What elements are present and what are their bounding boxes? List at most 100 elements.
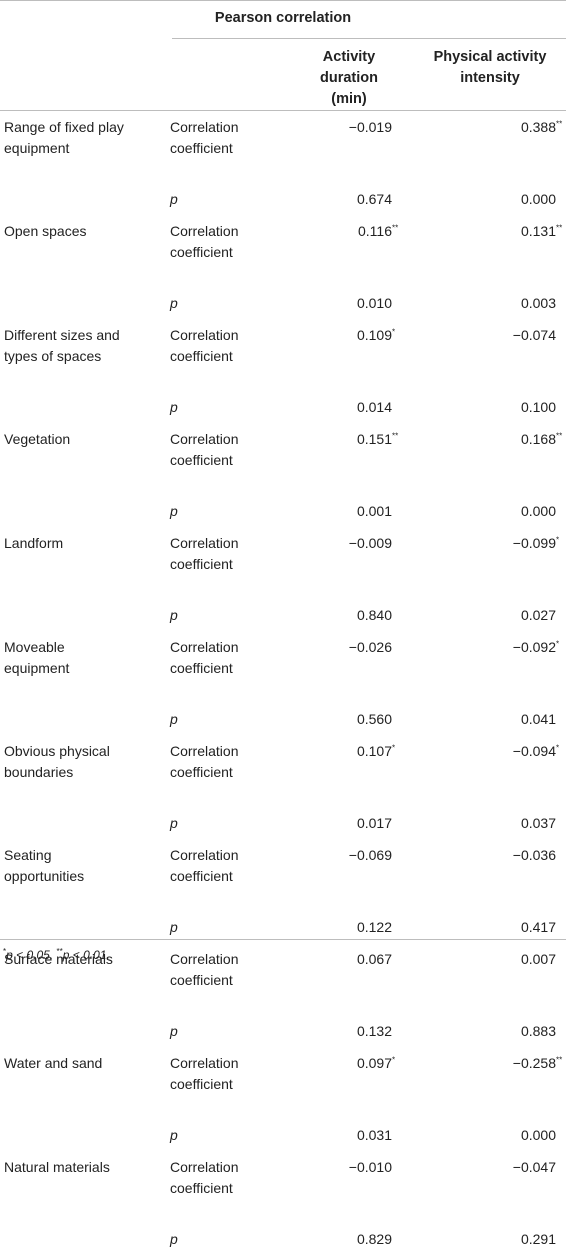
stat-label-correlation: Correlation coefficient [170, 631, 272, 705]
table-row: p 0.031 0.000 [0, 1121, 566, 1151]
stat-label-correlation: Correlation coefficient [170, 319, 272, 393]
p-intensity-value: 0.883 [436, 1021, 556, 1042]
stat-label-correlation: Correlation coefficient [170, 527, 272, 601]
corr-intensity-value: 0.131 [436, 221, 556, 242]
factor-label: Landform [0, 527, 170, 601]
bottom-rule [0, 939, 566, 940]
p-duration-value: 0.132 [316, 1021, 392, 1042]
corr-intensity-value: −0.036 [436, 845, 556, 866]
corr-duration-value: 0.107 [316, 741, 392, 762]
corr-duration-value: −0.010 [316, 1157, 392, 1178]
factor-label: Range of fixed play equipment [0, 111, 170, 186]
table-footnote: *p < 0.05, **p < 0.01. [3, 947, 110, 962]
p-duration-value: 0.829 [316, 1229, 392, 1250]
p-duration-value: 0.031 [316, 1125, 392, 1146]
p-intensity-value: 0.000 [436, 1125, 556, 1146]
stat-label-correlation: Correlation coefficient [170, 943, 272, 1017]
corr-duration-sig: ** [392, 431, 398, 440]
corr-intensity-sig: ** [556, 223, 562, 232]
corr-duration-value: 0.097 [316, 1053, 392, 1074]
corr-intensity-value: −0.047 [436, 1157, 556, 1178]
p-duration-value: 0.560 [316, 709, 392, 730]
corr-intensity-value: 0.168 [436, 429, 556, 450]
stat-label-correlation: Correlation coefficient [170, 735, 272, 809]
stat-label-p: p [170, 1121, 272, 1151]
stat-label-p: p [170, 289, 272, 319]
corr-duration-value: 0.116 [316, 221, 392, 242]
stat-label-p: p [170, 1017, 272, 1047]
corr-intensity-value: 0.007 [436, 949, 556, 970]
factor-label: Vegetation [0, 423, 170, 497]
corr-intensity-sig: * [556, 535, 559, 544]
corr-duration-value: −0.026 [316, 637, 392, 658]
p-duration-value: 0.017 [316, 813, 392, 834]
correlation-table: Activity duration (min) Physical activit… [0, 47, 566, 1255]
p-intensity-value: 0.291 [436, 1229, 556, 1250]
corr-intensity-sig: * [556, 743, 559, 752]
stat-label-p: p [170, 601, 272, 631]
p-intensity-value: 0.027 [436, 605, 556, 626]
p-intensity-value: 0.037 [436, 813, 556, 834]
factor-label: Water and sand [0, 1047, 170, 1121]
corr-duration-sig: * [392, 1055, 395, 1064]
stat-label-p: p [170, 185, 272, 215]
stat-label-correlation: Correlation coefficient [170, 1151, 272, 1225]
header-activity-duration: Activity duration (min) [272, 47, 402, 111]
factor-label: Different sizes and types of spaces [0, 319, 170, 393]
corr-duration-value: −0.069 [316, 845, 392, 866]
stat-label-p: p [170, 705, 272, 735]
stat-label-p: p [170, 497, 272, 527]
corr-duration-value: −0.009 [316, 533, 392, 554]
footnote-text-1: p < 0.05, [6, 948, 56, 962]
corr-intensity-value: −0.094 [436, 741, 556, 762]
stat-label-p: p [170, 393, 272, 423]
header-stat [170, 47, 272, 111]
p-intensity-value: 0.417 [436, 917, 556, 938]
factor-label: Moveable equipment [0, 631, 170, 705]
p-intensity-value: 0.041 [436, 709, 556, 730]
table-row: p 0.132 0.883 [0, 1017, 566, 1047]
corr-duration-sig: * [392, 743, 395, 752]
factor-label: Open spaces [0, 215, 170, 289]
p-intensity-value: 0.100 [436, 397, 556, 418]
corr-intensity-sig: ** [556, 431, 562, 440]
corr-intensity-value: −0.092 [436, 637, 556, 658]
table-row: p 0.001 0.000 [0, 497, 566, 527]
corr-duration-value: 0.109 [316, 325, 392, 346]
table-row: p 0.840 0.027 [0, 601, 566, 631]
stat-label-p: p [170, 809, 272, 839]
p-intensity-value: 0.000 [436, 189, 556, 210]
stat-label-correlation: Correlation coefficient [170, 111, 272, 186]
p-intensity-value: 0.000 [436, 501, 556, 522]
factor-label: Natural materials [0, 1151, 170, 1225]
header-factor [0, 47, 170, 111]
table-title: Pearson correlation [0, 10, 566, 26]
header-row: Activity duration (min) Physical activit… [0, 47, 566, 111]
p-duration-value: 0.014 [316, 397, 392, 418]
p-intensity-value: 0.003 [436, 293, 556, 314]
corr-intensity-value: −0.258 [436, 1053, 556, 1074]
p-duration-value: 0.840 [316, 605, 392, 626]
corr-duration-value: 0.151 [316, 429, 392, 450]
corr-duration-sig: ** [392, 223, 398, 232]
factor-label: Seating opportunities [0, 839, 170, 913]
stat-label-correlation: Correlation coefficient [170, 839, 272, 913]
corr-duration-sig: * [392, 327, 395, 336]
corr-intensity-sig: * [556, 639, 559, 648]
p-duration-value: 0.001 [316, 501, 392, 522]
stat-label-correlation: Correlation coefficient [170, 215, 272, 289]
corr-intensity-sig: ** [556, 119, 562, 128]
